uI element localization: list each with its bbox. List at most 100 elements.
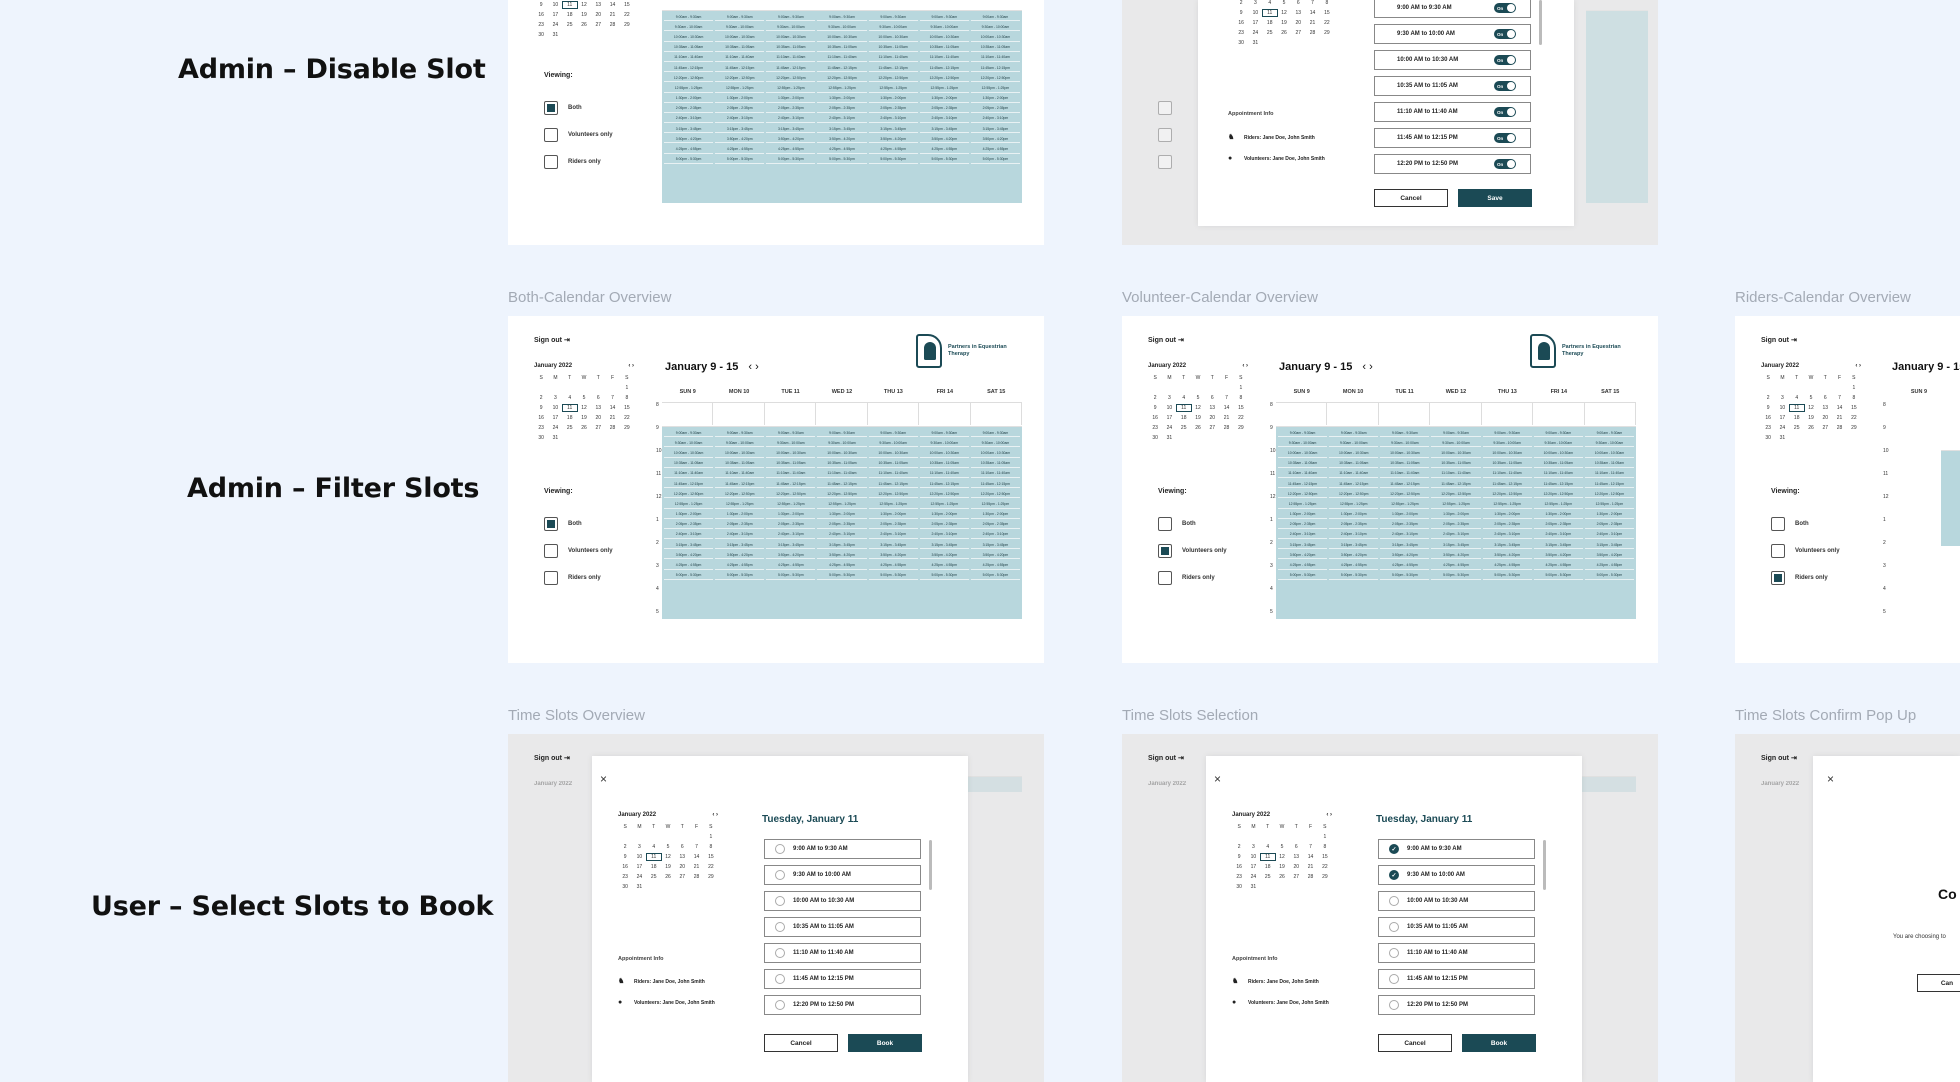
toggle-switch[interactable]: On bbox=[1494, 107, 1516, 117]
time-slot-cell[interactable]: 10:35am - 11:05am bbox=[1482, 459, 1532, 468]
filter-volunteers[interactable]: Volunteers only bbox=[1771, 544, 1840, 558]
calendar-day[interactable]: 9 bbox=[1153, 405, 1157, 411]
time-slot-cell[interactable]: 11:10am - 11:40am bbox=[919, 53, 969, 62]
calendar-day[interactable]: 28 bbox=[609, 425, 616, 431]
slot-row[interactable]: ✓ 11:45 AM to 12:15 PM bbox=[1378, 969, 1535, 989]
time-slot-cell[interactable]: 9:30am - 10:00am bbox=[868, 439, 918, 448]
time-slot-cell[interactable]: 10:35am - 11:05am bbox=[1584, 459, 1634, 468]
calendar-day[interactable]: 1 bbox=[709, 834, 713, 840]
time-slot-cell[interactable]: 5:00pm - 5:30pm bbox=[1533, 571, 1583, 580]
sign-out-link[interactable]: Sign out ⇥ bbox=[1761, 336, 1797, 344]
calendar-day[interactable]: 17 bbox=[636, 864, 643, 870]
time-slot-cell[interactable]: 10:35am - 11:05am bbox=[919, 43, 969, 52]
calendar-day[interactable]: 26 bbox=[581, 22, 587, 28]
time-slot-cell[interactable]: 2:05pm - 2:35pm bbox=[817, 104, 867, 113]
time-slot-cell[interactable]: 3:50pm - 4:20pm bbox=[970, 551, 1020, 560]
calendar-day[interactable]: 9 bbox=[539, 405, 543, 411]
time-slot-cell[interactable]: 4:25pm - 4:55pm bbox=[868, 145, 918, 154]
circle-icon[interactable]: ✓ bbox=[1389, 974, 1399, 984]
time-slot-cell[interactable]: 10:00am - 10:30am bbox=[1278, 449, 1328, 458]
calendar-day[interactable]: 11 bbox=[1261, 9, 1278, 17]
time-slot-cell[interactable]: 1:30pm - 2:00pm bbox=[664, 94, 714, 103]
time-slot-cell[interactable]: 12:20pm - 12:50pm bbox=[715, 490, 765, 499]
filter-riders[interactable]: Riders only bbox=[544, 155, 601, 169]
time-slot-cell[interactable]: 11:10am - 11:40am bbox=[664, 469, 714, 478]
calendar-day[interactable]: 28 bbox=[1223, 425, 1230, 431]
time-slot-cell[interactable]: 10:00am - 10:30am bbox=[919, 33, 969, 42]
calendar-day[interactable]: 10 bbox=[1252, 10, 1259, 16]
calendar-day[interactable]: 27 bbox=[679, 874, 686, 880]
calendar-day[interactable]: 22 bbox=[624, 12, 630, 18]
calendar-day[interactable]: 14 bbox=[609, 2, 616, 8]
calendar-day[interactable]: 15 bbox=[1238, 405, 1244, 411]
time-slot-cell[interactable]: 10:35am - 11:05am bbox=[817, 43, 867, 52]
save-button[interactable]: Save bbox=[1458, 189, 1532, 207]
calendar-day[interactable]: 11 bbox=[1788, 404, 1805, 412]
time-slot-cell[interactable]: 2:40pm - 3:10pm bbox=[919, 114, 969, 124]
time-slot-cell[interactable]: 9:00am - 9:30am bbox=[970, 429, 1020, 438]
time-slot-cell[interactable]: 10:00am - 10:30am bbox=[1329, 449, 1379, 458]
time-slot-cell[interactable]: 10:00am - 10:30am bbox=[766, 449, 816, 458]
calendar-day[interactable]: 7 bbox=[1309, 844, 1312, 850]
calendar-day[interactable]: 14 bbox=[1309, 10, 1316, 16]
mini-calendar-nav[interactable]: ‹ › bbox=[1855, 363, 1861, 369]
time-slot-cell[interactable]: 3:50pm - 4:20pm bbox=[1278, 551, 1328, 560]
time-slot-cell[interactable]: 3:15pm - 3:45pm bbox=[1533, 541, 1583, 550]
time-slot-cell[interactable]: 10:00am - 10:30am bbox=[970, 33, 1020, 42]
cancel-button[interactable]: Cancel bbox=[1374, 189, 1448, 207]
time-slot-cell[interactable]: 5:00pm - 5:30pm bbox=[1329, 571, 1379, 580]
calendar-day[interactable]: 8 bbox=[625, 395, 629, 401]
week-nav-arrows[interactable]: ‹ › bbox=[1362, 361, 1373, 373]
time-slot-cell[interactable]: 3:50pm - 4:20pm bbox=[1584, 551, 1634, 560]
time-slot-cell[interactable]: 11:10am - 11:40am bbox=[1584, 469, 1634, 478]
time-slot-cell[interactable]: 2:40pm - 3:10pm bbox=[1278, 530, 1328, 540]
calendar-day[interactable]: 5 bbox=[666, 844, 670, 850]
calendar-day[interactable]: 29 bbox=[624, 22, 630, 28]
time-slot-cell[interactable]: 10:00am - 10:30am bbox=[919, 449, 969, 458]
time-slot-cell[interactable]: 11:10am - 11:40am bbox=[868, 469, 918, 478]
time-slot-cell[interactable]: 3:50pm - 4:20pm bbox=[664, 135, 714, 144]
time-slot-cell[interactable]: 10:00am - 10:30am bbox=[868, 449, 918, 458]
time-slot-cell[interactable]: 9:30am - 10:00am bbox=[970, 23, 1020, 32]
calendar-day[interactable]: 6 bbox=[1294, 844, 1298, 850]
time-slot-cell[interactable]: 10:35am - 11:05am bbox=[1329, 459, 1379, 468]
calendar-day[interactable]: 8 bbox=[709, 844, 713, 850]
time-slot-cell[interactable]: 4:25pm - 4:55pm bbox=[919, 145, 969, 154]
calendar-day[interactable]: 22 bbox=[1322, 864, 1328, 870]
time-slot-cell[interactable]: 3:50pm - 4:20pm bbox=[868, 135, 918, 144]
calendar-day[interactable]: 12 bbox=[581, 405, 587, 411]
time-slot-cell[interactable]: 9:30am - 10:00am bbox=[919, 439, 969, 448]
time-slot-cell[interactable]: 12:55pm - 1:25pm bbox=[766, 500, 816, 509]
time-slot-cell[interactable]: 12:20pm - 12:50pm bbox=[766, 74, 816, 83]
calendar-day[interactable]: 28 bbox=[693, 874, 700, 880]
toggle-switch[interactable]: On bbox=[1494, 55, 1516, 65]
time-slot-cell[interactable]: 2:05pm - 2:35pm bbox=[664, 104, 714, 113]
slot-row[interactable]: ✓ 10:35 AM to 11:05 AM bbox=[1378, 917, 1535, 937]
time-slot-cell[interactable]: 12:20pm - 12:50pm bbox=[817, 490, 867, 499]
calendar-day[interactable]: 4 bbox=[1795, 395, 1799, 401]
time-slot-cell[interactable]: 5:00pm - 5:30pm bbox=[766, 155, 816, 164]
time-slot-cell[interactable]: 2:05pm - 2:35pm bbox=[664, 520, 714, 529]
time-slot-cell[interactable]: 1:30pm - 2:00pm bbox=[664, 510, 714, 519]
calendar-day[interactable]: 25 bbox=[650, 874, 657, 880]
time-slot-cell[interactable]: 9:30am - 10:00am bbox=[664, 23, 714, 32]
time-slot-cell[interactable]: 5:00pm - 5:30pm bbox=[817, 155, 867, 164]
time-slot-cell[interactable]: 3:50pm - 4:20pm bbox=[1482, 551, 1532, 560]
calendar-day[interactable]: 24 bbox=[1166, 425, 1173, 431]
week-nav-arrows[interactable]: ‹ › bbox=[748, 361, 759, 373]
calendar-day[interactable]: 30 bbox=[1765, 435, 1771, 441]
calendar-day[interactable]: 6 bbox=[596, 395, 600, 401]
calendar-day[interactable]: 4 bbox=[568, 395, 572, 401]
scrollbar[interactable] bbox=[1543, 840, 1546, 890]
time-slot-cell[interactable]: 12:55pm - 1:25pm bbox=[868, 500, 918, 509]
time-slot-cell[interactable]: 2:40pm - 3:10pm bbox=[817, 530, 867, 540]
time-slot-cell[interactable]: 9:30am - 10:00am bbox=[766, 23, 816, 32]
slot-row[interactable]: ✓ 12:20 PM to 12:50 PM bbox=[1378, 995, 1535, 1015]
time-slot-cell[interactable]: 10:35am - 11:05am bbox=[817, 459, 867, 468]
circle-icon[interactable]: ✓ bbox=[775, 922, 785, 932]
calendar-day[interactable]: 1 bbox=[1323, 834, 1327, 840]
checkbox-volunteers[interactable] bbox=[544, 128, 558, 142]
time-slot-cell[interactable]: 2:40pm - 3:10pm bbox=[1482, 530, 1532, 540]
time-slot-cell[interactable]: 11:45am - 12:15pm bbox=[817, 479, 867, 489]
confirm-cancel-button[interactable]: Can bbox=[1917, 974, 1960, 992]
